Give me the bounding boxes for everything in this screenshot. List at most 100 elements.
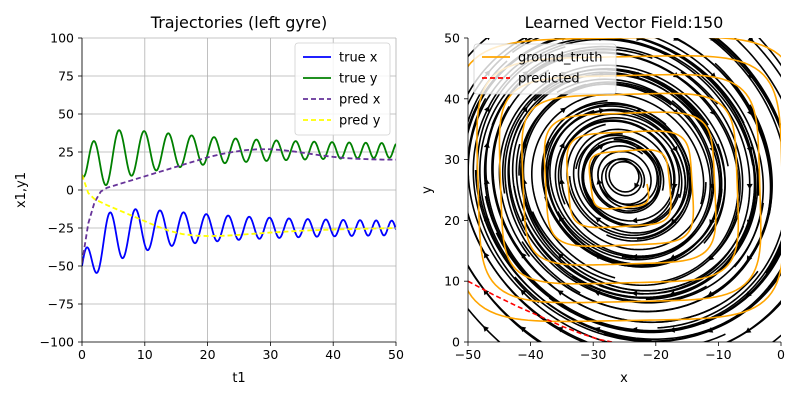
streamline-arrow: [557, 290, 564, 296]
streamline-arrow: [635, 144, 642, 151]
streamline-arrow: [594, 290, 601, 297]
streamline-arrow: [594, 327, 601, 333]
streamline: [563, 120, 675, 222]
streamline-arrow: [557, 327, 564, 333]
streamline-arrow: [746, 146, 753, 153]
streamline-arrow: [783, 328, 789, 334]
streamline: [508, 119, 765, 304]
streamline-arrow: [747, 38, 754, 42]
right-y-tick-label: 40: [444, 91, 460, 106]
streamline-arrow: [520, 326, 527, 333]
streamline-arrow: [558, 178, 565, 185]
streamline-arrow: [670, 218, 677, 225]
left-legend-frame: [294, 42, 391, 136]
right-y-tick-label: 10: [444, 274, 460, 289]
streamlines: [468, 36, 791, 342]
streamline: [702, 38, 781, 325]
right-legend: ground_truth predicted: [473, 43, 617, 95]
series-line-true-x: [82, 208, 396, 274]
streamline-arrow: [596, 178, 603, 185]
streamline-arrow: [747, 109, 753, 116]
series-line-ground-truth: [468, 38, 781, 323]
right-x-axis-label: x: [620, 371, 628, 386]
streamline: [468, 307, 501, 342]
streamline-arrow: [785, 256, 790, 262]
right-chart-title: Learned Vector Field:150: [525, 13, 724, 32]
streamline-arrow: [483, 142, 490, 148]
series-line-pred-x: [82, 148, 396, 264]
left-y-tick-label: −75: [48, 297, 74, 312]
left-y-tick-label: −50: [48, 259, 74, 274]
left-series-lines: [82, 129, 396, 274]
streamline-arrow: [785, 110, 791, 116]
streamline-arrow: [524, 38, 528, 41]
streamline: [674, 38, 772, 299]
streamline-arrow: [559, 142, 565, 149]
streamline: [468, 211, 590, 342]
left-x-tick-label: 0: [78, 347, 86, 362]
streamline-arrow: [595, 217, 602, 223]
right-x-tick-label: 0: [777, 347, 785, 362]
right-y-tick-label: 30: [444, 152, 460, 167]
right-y-tick-label: 20: [444, 213, 460, 228]
series-line-true-y: [82, 129, 396, 187]
trajectories-chart: 0 10 20 30 40 50 100 75 50 25 0 −25 −50 −75 −100 Traje…: [14, 13, 404, 386]
series-line-pred-y: [82, 174, 396, 237]
streamline-arrow: [784, 220, 790, 226]
streamline: [748, 38, 781, 78]
right-y-tick-label: 50: [444, 31, 460, 46]
legend-label-ground-truth: ground_truth: [518, 51, 603, 66]
left-y-tick-label: −100: [40, 335, 74, 350]
legend-label-predicted: predicted: [518, 72, 580, 87]
left-y-tick-label: 75: [58, 69, 74, 84]
legend-label-true-x: true x: [339, 51, 378, 66]
right-y-tick-label: 0: [452, 335, 460, 350]
streamline: [491, 106, 759, 324]
right-x-tick-label: −40: [517, 347, 543, 362]
left-x-tick-label: 50: [388, 347, 404, 362]
streamline: [600, 138, 659, 207]
left-x-tick-label: 10: [137, 347, 153, 362]
streamline-arrow: [672, 145, 678, 153]
vector-field-chart: −50 −40 −30 −20 −10 0 50 40 30 20 10 0 Learned Vect…: [420, 13, 791, 386]
left-x-tick-label: 20: [200, 347, 216, 362]
left-y-axis-label: x1,y1: [14, 172, 29, 208]
left-y-tick-label: 0: [66, 183, 74, 198]
left-y-tick-label: 100: [50, 31, 74, 46]
streamline: [712, 38, 781, 274]
streamline-arrow: [784, 147, 790, 153]
streamline: [771, 334, 781, 342]
streamline: [468, 263, 543, 342]
streamline-arrow: [785, 36, 791, 42]
streamline-arrow: [709, 183, 716, 190]
streamline: [603, 267, 781, 342]
series-line-predicted: [468, 280, 613, 342]
legend-label-pred-y: pred y: [339, 114, 381, 129]
left-y-tick-label: −25: [48, 221, 74, 236]
right-y-axis-label: y: [420, 186, 435, 194]
right-series-lines: [468, 38, 781, 342]
left-x-tick-label: 30: [262, 347, 278, 362]
streamline: [758, 38, 781, 67]
legend-label-pred-x: pred x: [339, 93, 381, 108]
streamline: [733, 38, 781, 100]
left-chart-title: Trajectories (left gyre): [150, 13, 327, 32]
streamline-arrow: [784, 184, 790, 190]
streamline-arrow: [486, 38, 490, 41]
right-x-tick-label: −50: [455, 347, 481, 362]
right-axes: −50 −40 −30 −20 −10 0 50 40 30 20 10 0: [444, 31, 785, 363]
left-legend: true x true y pred x pred y: [294, 42, 391, 136]
streamline-arrow: [484, 105, 490, 113]
streamline-arrow: [521, 106, 528, 113]
left-axes: 0 10 20 30 40 50 100 75 50 25 0 −25 −50 −75 −100: [40, 31, 404, 363]
right-x-tick-label: −30: [580, 347, 606, 362]
streamline-arrow: [520, 289, 527, 296]
left-y-tick-label: 25: [58, 145, 74, 160]
streamline-arrow: [709, 109, 716, 116]
streamline: [556, 78, 713, 261]
legend-label-true-y: true y: [339, 72, 378, 87]
streamline-arrow: [482, 325, 489, 332]
left-x-axis-label: t1: [232, 371, 245, 386]
right-x-tick-label: −10: [705, 347, 731, 362]
